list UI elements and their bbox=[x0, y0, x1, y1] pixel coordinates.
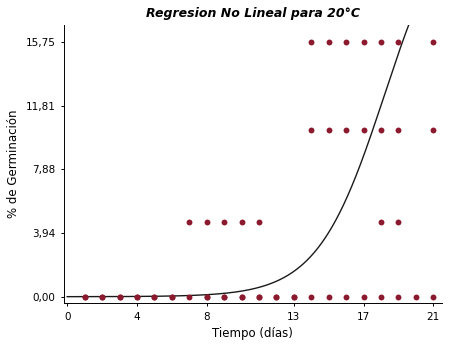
Point bbox=[430, 294, 437, 299]
Point bbox=[343, 40, 350, 45]
Point bbox=[116, 294, 123, 299]
Point bbox=[151, 294, 158, 299]
Point bbox=[151, 294, 158, 299]
Point bbox=[343, 294, 350, 299]
Point bbox=[325, 127, 332, 133]
Point bbox=[412, 294, 419, 299]
Point bbox=[360, 40, 367, 45]
Point bbox=[395, 40, 402, 45]
Point bbox=[81, 294, 88, 299]
Point bbox=[203, 294, 210, 299]
Point bbox=[220, 294, 228, 299]
Point bbox=[238, 294, 245, 299]
Point bbox=[255, 294, 263, 299]
Point bbox=[360, 294, 367, 299]
Point bbox=[116, 294, 123, 299]
Point bbox=[343, 127, 350, 133]
Point bbox=[290, 294, 297, 299]
Point bbox=[133, 294, 141, 299]
Point bbox=[378, 127, 385, 133]
Point bbox=[360, 127, 367, 133]
Point bbox=[395, 294, 402, 299]
Point bbox=[203, 219, 210, 225]
Point bbox=[378, 294, 385, 299]
Point bbox=[220, 219, 228, 225]
Point bbox=[430, 40, 437, 45]
Point bbox=[203, 294, 210, 299]
Point bbox=[325, 294, 332, 299]
Point bbox=[308, 294, 315, 299]
Point bbox=[308, 40, 315, 45]
X-axis label: Tiempo (días): Tiempo (días) bbox=[212, 327, 293, 340]
Point bbox=[273, 294, 280, 299]
Point bbox=[395, 219, 402, 225]
Y-axis label: % de Germinación: % de Germinación bbox=[7, 110, 20, 219]
Point bbox=[255, 294, 263, 299]
Point bbox=[238, 294, 245, 299]
Point bbox=[98, 294, 106, 299]
Point bbox=[168, 294, 176, 299]
Point bbox=[185, 294, 193, 299]
Point bbox=[378, 40, 385, 45]
Point bbox=[238, 219, 245, 225]
Point bbox=[98, 294, 106, 299]
Point bbox=[168, 294, 176, 299]
Point bbox=[185, 219, 193, 225]
Point bbox=[378, 219, 385, 225]
Point bbox=[273, 294, 280, 299]
Point bbox=[220, 294, 228, 299]
Point bbox=[290, 294, 297, 299]
Title: Regresion No Lineal para 20°C: Regresion No Lineal para 20°C bbox=[146, 7, 360, 20]
Point bbox=[325, 40, 332, 45]
Point bbox=[133, 294, 141, 299]
Point bbox=[430, 127, 437, 133]
Point bbox=[395, 127, 402, 133]
Point bbox=[308, 127, 315, 133]
Point bbox=[255, 219, 263, 225]
Point bbox=[81, 294, 88, 299]
